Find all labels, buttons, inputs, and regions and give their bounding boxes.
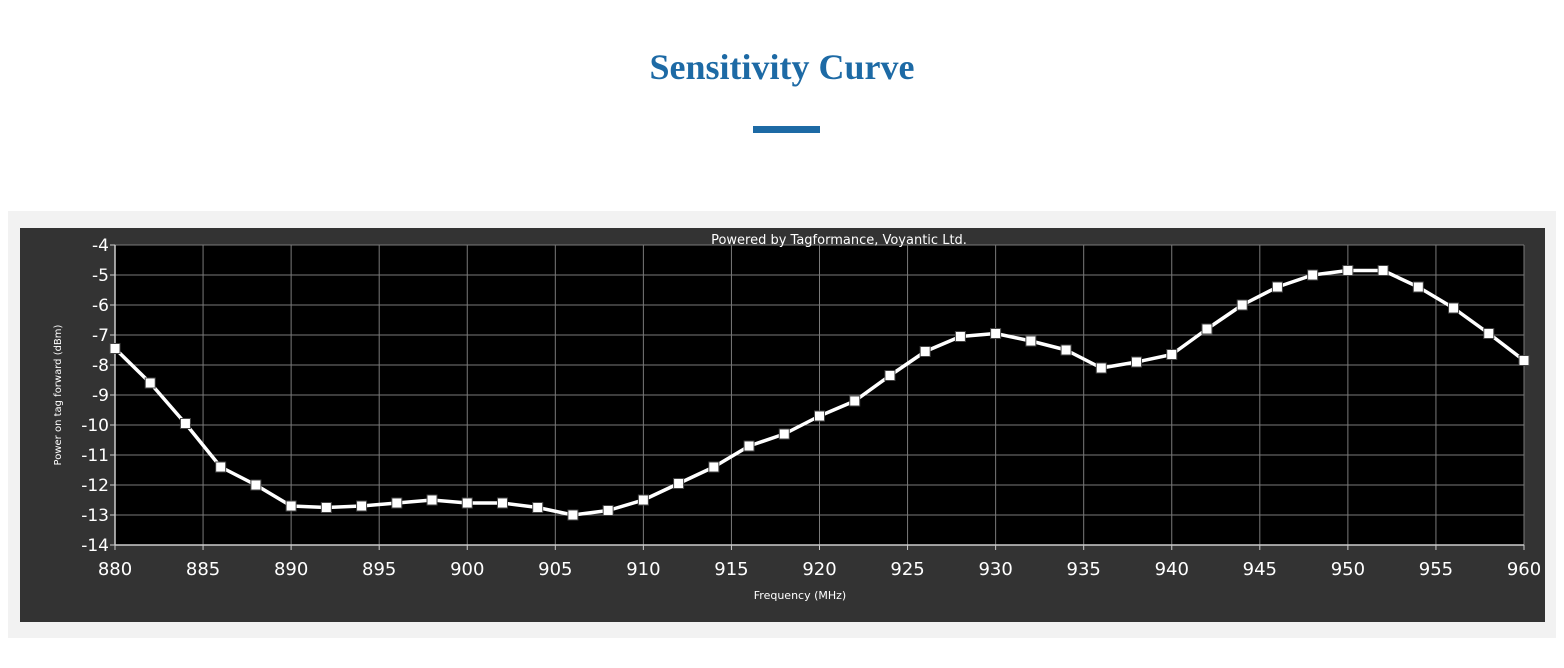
data-point-marker xyxy=(215,461,227,473)
data-point-marker xyxy=(1131,356,1143,368)
data-point-marker xyxy=(391,497,403,509)
sensitivity-chart: 880 885 890 895 900 905 910 915 920 925 930 935 940 9… xyxy=(53,233,1541,602)
x-tick-label: 960 xyxy=(1507,559,1541,580)
data-point-marker xyxy=(356,500,368,512)
y-tick-label: -12 xyxy=(81,476,109,496)
data-point-marker xyxy=(1377,265,1389,276)
data-point-marker xyxy=(990,328,1002,339)
x-tick-label: 905 xyxy=(538,559,572,580)
data-point-marker xyxy=(1095,362,1107,374)
data-point-marker xyxy=(532,502,544,513)
y-tick-label: -9 xyxy=(92,386,109,406)
data-point-marker xyxy=(1412,281,1424,293)
x-tick-label: 890 xyxy=(274,559,308,580)
title-underline xyxy=(753,126,820,133)
data-point-marker xyxy=(743,440,755,452)
data-point-marker xyxy=(1448,302,1460,314)
x-axis-label: Frequency (MHz) xyxy=(754,589,846,602)
data-point-marker xyxy=(461,497,473,509)
data-point-marker xyxy=(1271,281,1283,293)
x-tick-label: 920 xyxy=(802,559,836,580)
data-point-marker xyxy=(1307,269,1319,281)
x-tick-label: 940 xyxy=(1155,559,1189,580)
data-point-marker xyxy=(884,370,896,381)
chart-annotation: Powered by Tagformance, Voyantic Ltd. xyxy=(711,233,967,248)
data-point-marker xyxy=(637,494,649,506)
y-tick-label: -13 xyxy=(81,506,109,526)
data-point-marker xyxy=(954,331,966,342)
chart-panel: 880 885 890 895 900 905 910 915 920 925 930 935 940 9… xyxy=(20,228,1545,622)
series-layer xyxy=(109,265,1530,521)
x-tick-label: 945 xyxy=(1243,559,1277,580)
data-point-marker xyxy=(1342,265,1354,276)
x-tick-label: 935 xyxy=(1067,559,1101,580)
data-point-marker xyxy=(109,343,121,354)
x-tick-label: 925 xyxy=(890,559,924,580)
x-tick-label: 880 xyxy=(98,559,132,580)
data-point-marker xyxy=(1236,299,1248,311)
x-tick-label: 900 xyxy=(450,559,484,580)
data-point-marker xyxy=(285,500,297,512)
data-point-marker xyxy=(320,502,332,513)
page-title: Sensitivity Curve xyxy=(649,47,915,87)
data-point-marker xyxy=(673,478,685,489)
y-tick-label: -4 xyxy=(92,236,109,256)
data-point-marker xyxy=(1201,323,1213,335)
data-point-marker xyxy=(1060,344,1072,356)
y-tick-label: -14 xyxy=(81,536,109,556)
data-point-marker xyxy=(919,346,931,357)
data-point-marker xyxy=(1483,328,1495,339)
data-point-marker xyxy=(778,428,790,440)
x-tick-label: 895 xyxy=(362,559,396,580)
data-point-marker xyxy=(144,377,156,389)
x-tick-label: 930 xyxy=(978,559,1012,580)
data-point-marker xyxy=(426,494,438,506)
y-tick-label: -6 xyxy=(92,296,109,316)
x-tick-label: 910 xyxy=(626,559,660,580)
data-point-marker xyxy=(708,461,720,473)
x-tick-label: 950 xyxy=(1331,559,1365,580)
x-tick-label: 915 xyxy=(714,559,748,580)
y-axis-label: Power on tag forward (dBm) xyxy=(53,324,64,465)
data-point-marker xyxy=(496,497,508,509)
x-tick-label: 885 xyxy=(186,559,220,580)
data-point-marker xyxy=(1518,355,1530,366)
data-point-marker xyxy=(250,479,262,491)
tick-labels: 880 885 890 895 900 905 910 915 920 925 930 935 940 9… xyxy=(81,236,1541,580)
data-point-marker xyxy=(849,395,861,407)
x-tick-label: 955 xyxy=(1419,559,1453,580)
y-tick-label: -10 xyxy=(81,416,109,436)
y-tick-label: -11 xyxy=(81,446,109,466)
y-tick-label: -7 xyxy=(92,326,109,346)
data-point-marker xyxy=(179,418,191,429)
data-point-marker xyxy=(814,410,825,422)
data-point-marker xyxy=(1025,335,1037,347)
y-tick-label: -5 xyxy=(92,266,109,286)
grid xyxy=(110,244,1525,550)
y-tick-label: -8 xyxy=(92,356,109,376)
data-point-marker xyxy=(602,505,614,516)
data-point-marker xyxy=(1166,349,1178,360)
data-point-marker xyxy=(567,509,579,521)
